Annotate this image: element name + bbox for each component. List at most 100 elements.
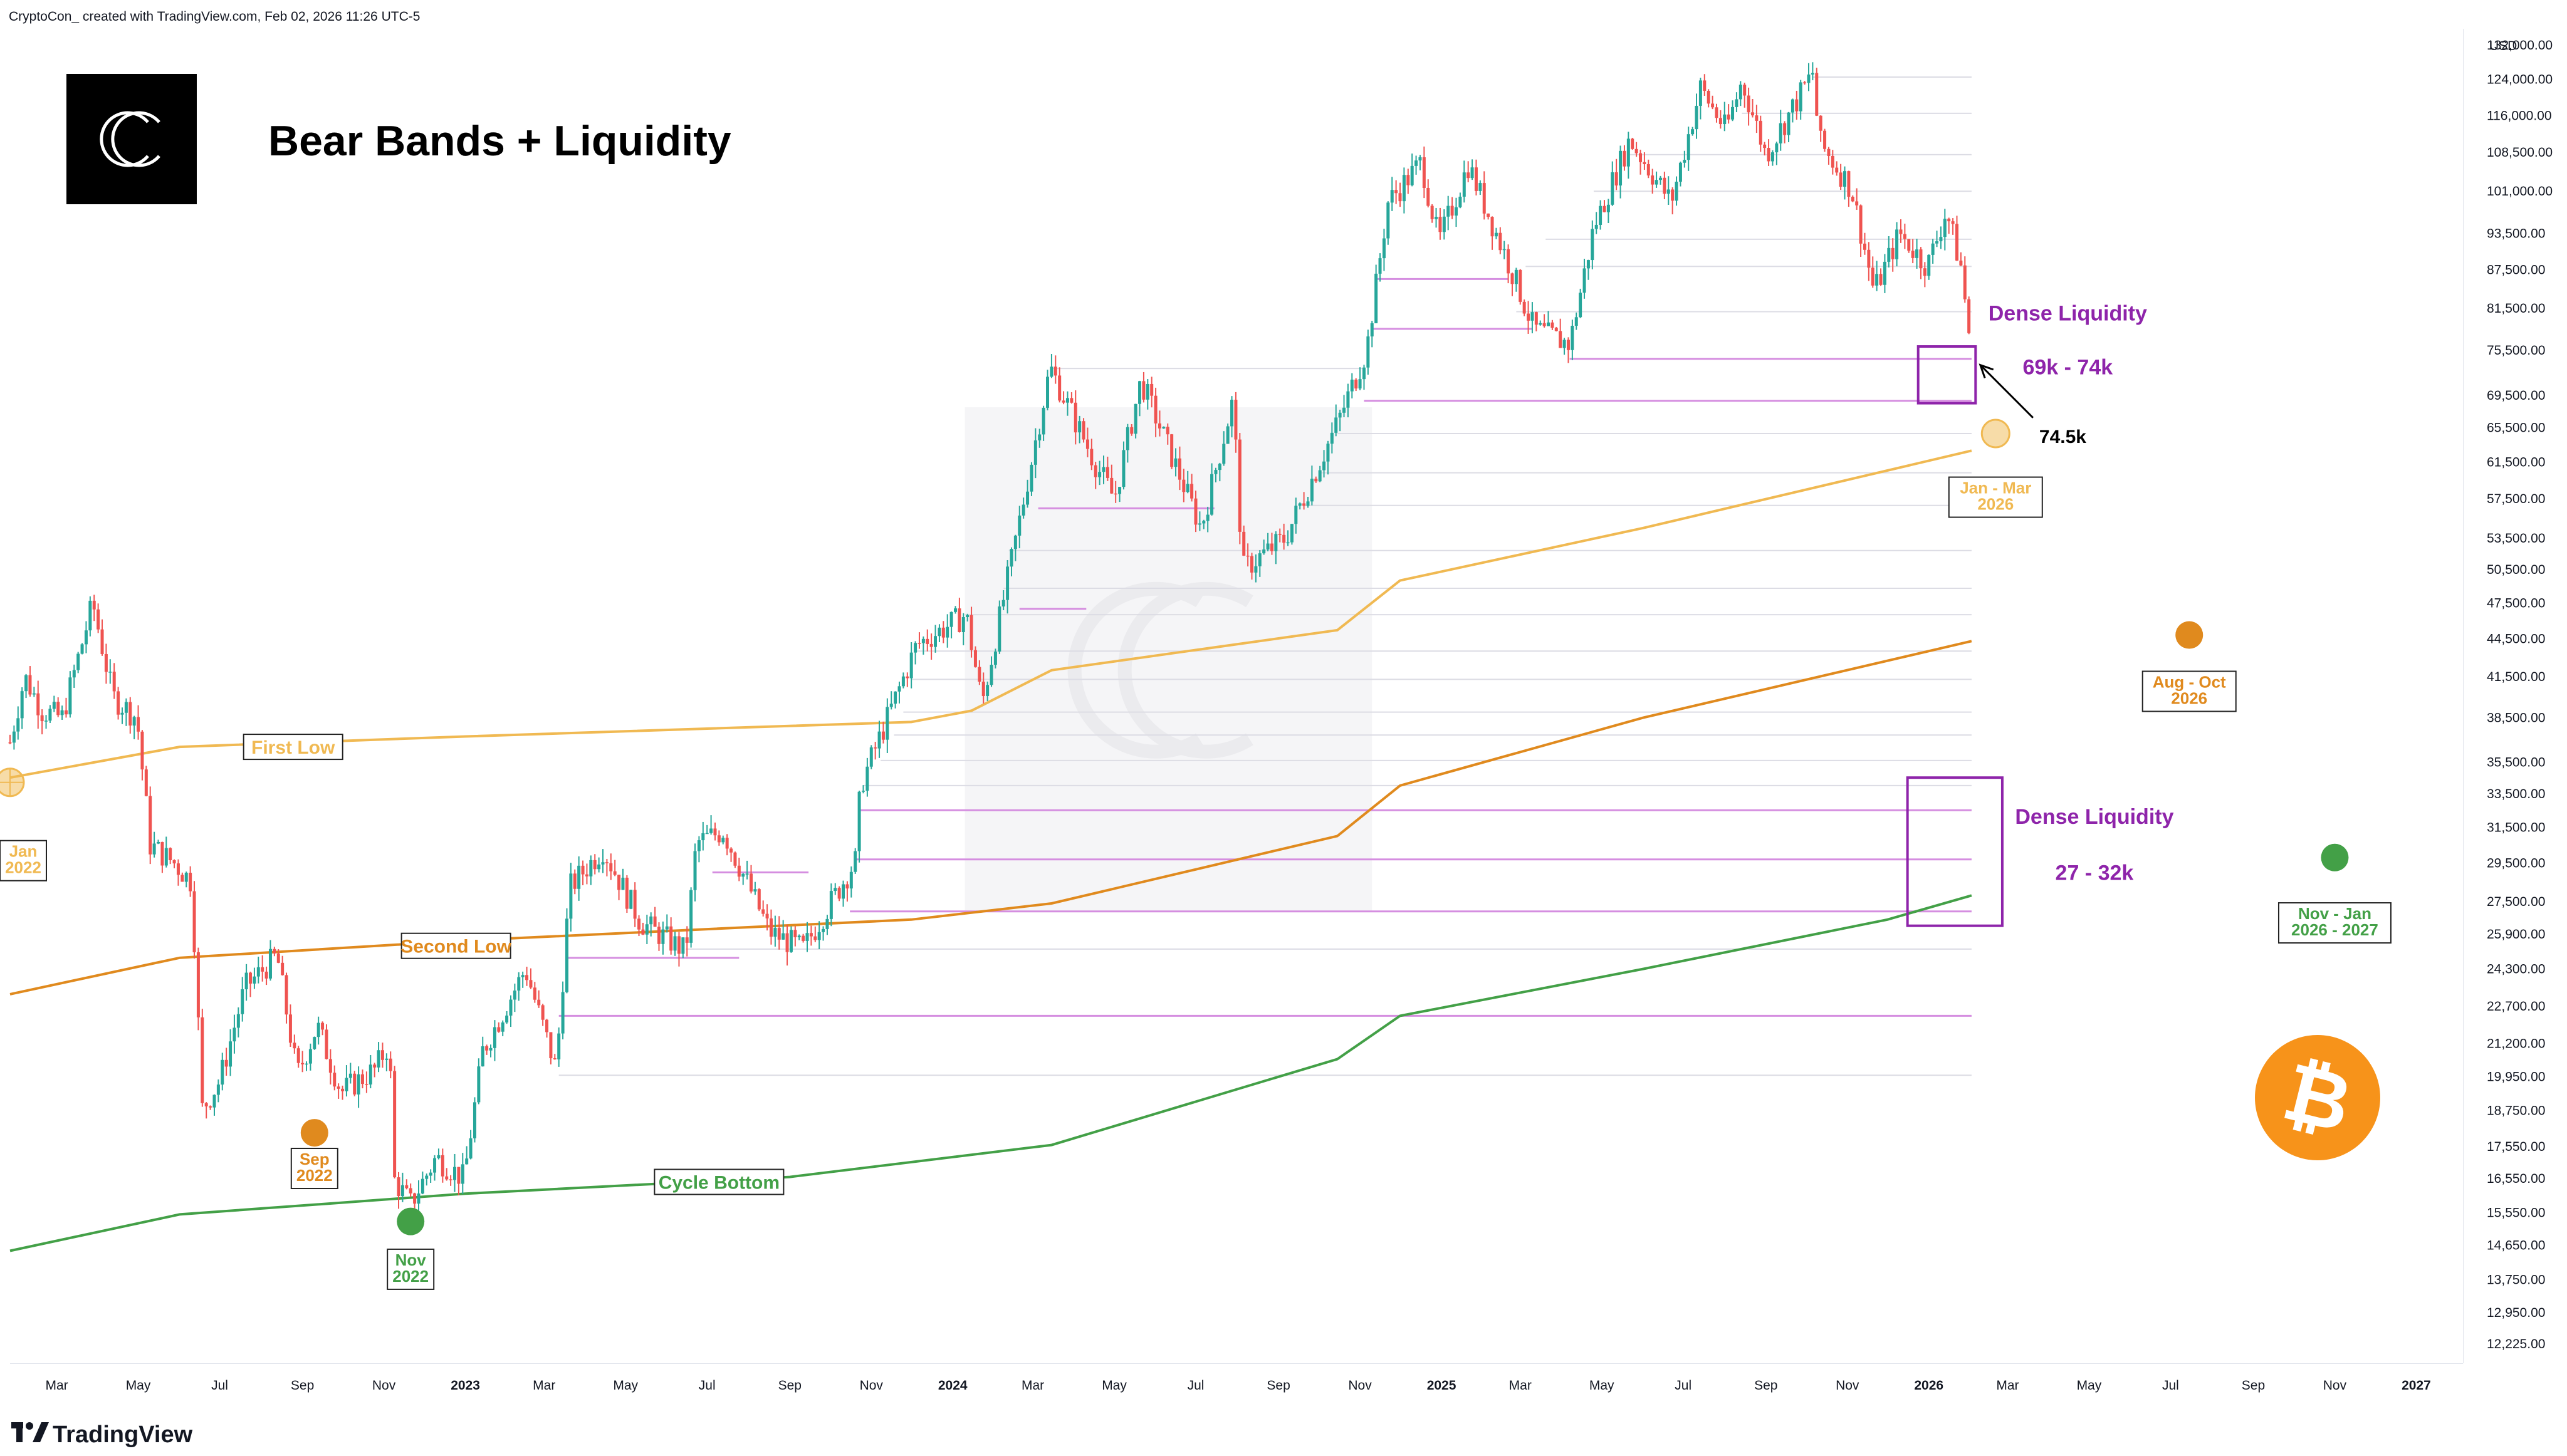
candle-body xyxy=(1150,383,1154,396)
candle-body xyxy=(1799,82,1802,112)
candle-body xyxy=(261,967,264,972)
candle-body xyxy=(1070,398,1074,403)
candle-body xyxy=(1478,183,1482,191)
candle-body xyxy=(60,710,64,715)
candle-body xyxy=(1362,367,1366,380)
candle-body xyxy=(1927,254,1931,276)
candle-body xyxy=(221,1059,224,1085)
candle-body xyxy=(941,627,945,638)
candle-body xyxy=(757,889,761,910)
candle-body xyxy=(1013,535,1017,549)
candle-body xyxy=(1747,95,1750,113)
candle-body xyxy=(1602,205,1606,212)
cycle-label-text: 2026 - 2027 xyxy=(2291,920,2378,939)
price-axis[interactable]: USD 12,225.00 12,950.00 13,750.00 14,650.00… xyxy=(2463,29,2553,1363)
candle-body xyxy=(1230,400,1234,427)
time-tick: May xyxy=(1589,1378,1614,1393)
candle-body xyxy=(970,615,973,650)
candle-body xyxy=(1658,177,1662,180)
candle-body xyxy=(1723,114,1727,125)
cryptocon-logo xyxy=(66,74,197,204)
candle-body xyxy=(68,677,72,715)
candle-body xyxy=(441,1155,444,1177)
liquidity-levels xyxy=(558,76,1972,1076)
candle-body xyxy=(645,924,649,935)
candle-body xyxy=(797,935,801,937)
candle-body xyxy=(305,1063,308,1065)
candle-body xyxy=(990,665,993,685)
band-label: Cycle Bottom xyxy=(659,1173,780,1193)
candle-body xyxy=(1482,183,1486,214)
candle-body xyxy=(1430,205,1434,219)
candle-body xyxy=(1707,90,1710,104)
candle-body xyxy=(393,1071,397,1178)
candle-body xyxy=(1863,243,1866,250)
candle-body xyxy=(1038,434,1042,440)
cycle-marker xyxy=(2175,621,2204,649)
price-tick: 75,500.00 xyxy=(2487,343,2545,358)
band-label: First Low xyxy=(251,737,335,758)
candle-body xyxy=(601,862,605,865)
candle-body xyxy=(1891,247,1895,259)
candle-body xyxy=(1559,331,1562,348)
candle-body xyxy=(961,617,965,632)
price-tick: 12,950.00 xyxy=(2487,1306,2545,1320)
candle-body xyxy=(461,1164,464,1184)
candle-body xyxy=(1775,143,1779,153)
candle-body xyxy=(1186,484,1189,492)
candle-body xyxy=(1090,449,1094,465)
candle-body xyxy=(425,1175,429,1179)
cycle-label-text: Jan - Mar xyxy=(1960,479,2031,497)
candle-body xyxy=(1951,221,1955,224)
time-tick: May xyxy=(613,1378,638,1393)
candle-body xyxy=(1266,543,1270,550)
candle-body xyxy=(1510,273,1514,284)
candle-body xyxy=(1530,312,1534,321)
candle-body xyxy=(1494,232,1498,237)
candle-body xyxy=(8,742,12,744)
candle-body xyxy=(76,653,80,670)
candle-body xyxy=(1418,157,1422,161)
time-tick: Jul xyxy=(1675,1378,1691,1393)
time-tick: Mar xyxy=(1996,1378,2019,1393)
candle-body xyxy=(1718,118,1722,125)
candle-body xyxy=(1574,317,1578,326)
candle-body xyxy=(1438,217,1442,232)
candle-body xyxy=(1210,474,1214,515)
candle-body xyxy=(157,841,160,844)
candle-body xyxy=(1547,322,1550,326)
candle-body xyxy=(365,1084,369,1085)
cycle-label-box xyxy=(2277,902,2392,944)
candle-body xyxy=(380,1050,384,1060)
candle-body xyxy=(1843,171,1847,187)
candle-body xyxy=(1599,205,1602,225)
price-tick: 15,550.00 xyxy=(2487,1206,2545,1220)
candle-body xyxy=(1542,323,1546,326)
price-tick: 14,650.00 xyxy=(2487,1238,2545,1252)
candle-body xyxy=(1206,514,1210,521)
price-tick: 53,500.00 xyxy=(2487,531,2545,546)
time-axis[interactable]: Mar May Jul Sep Nov 2023 Mar May Jul Sep Nov 2024 Ma… xyxy=(10,1363,2463,1393)
price-tick: 93,500.00 xyxy=(2487,226,2545,241)
candle-body xyxy=(993,651,997,665)
candle-body xyxy=(1514,269,1518,284)
candle-body xyxy=(1178,458,1181,480)
candle-body xyxy=(1214,470,1218,474)
candle-body xyxy=(1262,549,1266,554)
candle-body xyxy=(264,971,268,979)
cycle-label-text: Sep xyxy=(300,1150,330,1168)
candle-body xyxy=(1791,99,1794,113)
time-tick: 2026 xyxy=(1914,1378,1943,1393)
candle-body xyxy=(184,873,188,882)
cycle-label-text: Jan xyxy=(9,842,38,861)
candle-body xyxy=(48,709,52,721)
candle-body xyxy=(901,676,905,687)
candle-body xyxy=(373,1064,377,1068)
candle-body xyxy=(276,953,280,963)
candle-body xyxy=(1875,274,1879,286)
candle-body xyxy=(750,873,753,892)
candle-body xyxy=(397,1177,400,1197)
candle-body xyxy=(88,600,92,631)
